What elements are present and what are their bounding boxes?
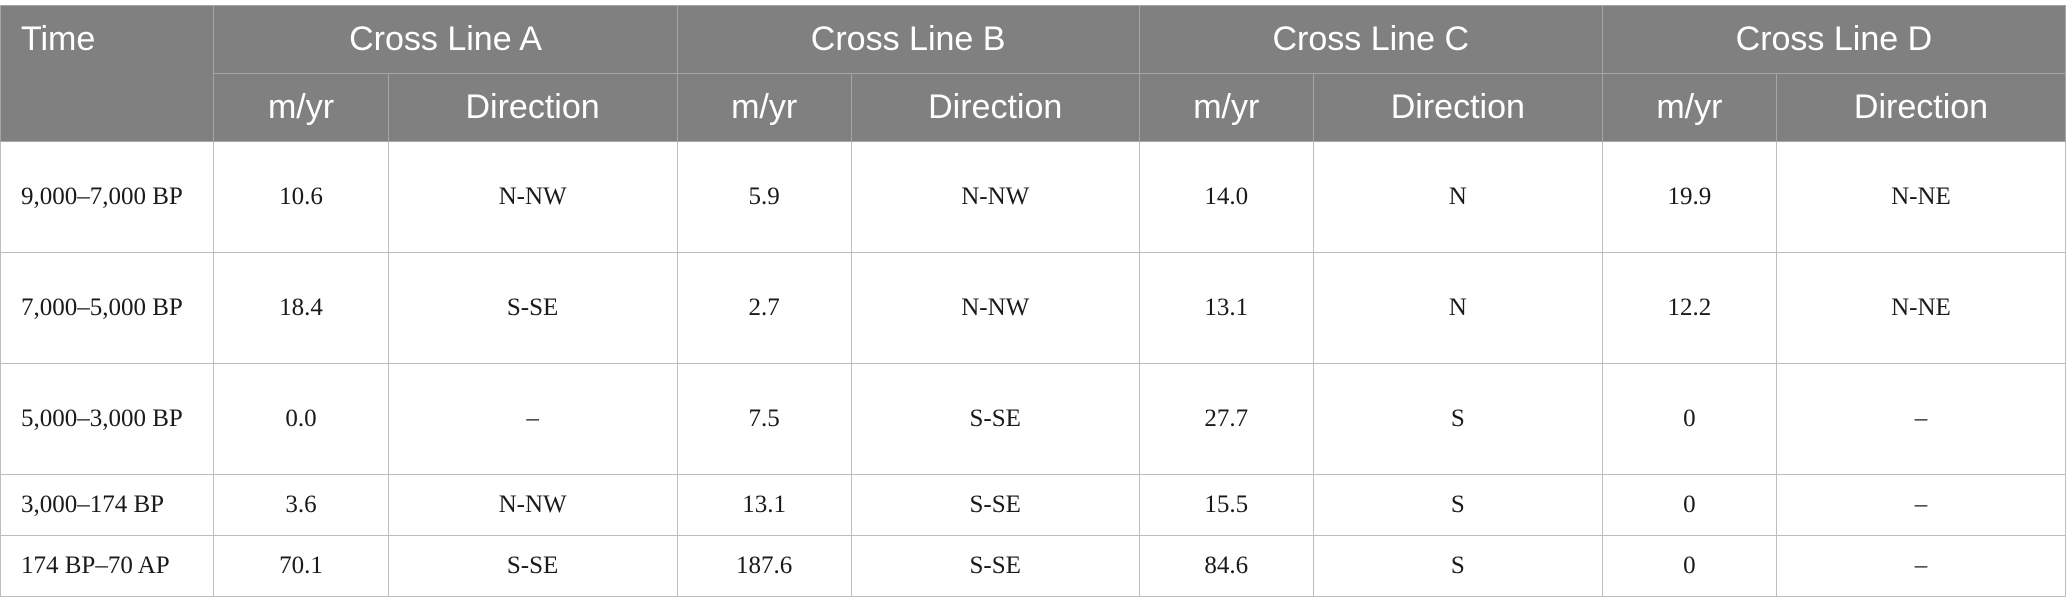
table-header: Time Cross Line A Cross Line B Cross Lin…	[0, 5, 2067, 142]
rate-cell: 15.5	[1138, 474, 1314, 536]
table-row: 5,000–3,000 BP 0.0 – 7.5 S-SE 27.7 S 0 –	[0, 363, 2067, 475]
time-cell: 3,000–174 BP	[0, 474, 215, 536]
direction-cell: N-NW	[850, 141, 1140, 253]
group-header-cross-line-d: Cross Line D	[1601, 5, 2067, 74]
sub-header-rate: m/yr	[1138, 73, 1314, 142]
direction-cell: N	[1312, 141, 1603, 253]
rate-cell: 12.2	[1601, 252, 1777, 364]
rate-cell: 0	[1601, 474, 1777, 536]
sub-header-rate: m/yr	[676, 73, 852, 142]
direction-cell: –	[387, 363, 678, 475]
direction-cell: S-SE	[387, 252, 678, 364]
table-body: 9,000–7,000 BP 10.6 N-NW 5.9 N-NW 14.0 N…	[0, 141, 2067, 597]
direction-cell: S-SE	[850, 535, 1140, 597]
rate-cell: 10.6	[213, 141, 389, 253]
direction-cell: N-NW	[387, 474, 678, 536]
rate-cell: 187.6	[676, 535, 852, 597]
rate-cell: 0	[1601, 535, 1777, 597]
direction-cell: N-NE	[1775, 141, 2067, 253]
table-row: 9,000–7,000 BP 10.6 N-NW 5.9 N-NW 14.0 N…	[0, 141, 2067, 253]
direction-cell: N-NW	[850, 252, 1140, 364]
rate-cell: 13.1	[676, 474, 852, 536]
rate-cell: 19.9	[1601, 141, 1777, 253]
direction-cell: –	[1775, 363, 2067, 475]
rate-cell: 13.1	[1138, 252, 1314, 364]
rate-cell: 0	[1601, 363, 1777, 475]
data-table-container: Time Cross Line A Cross Line B Cross Lin…	[0, 5, 2067, 597]
time-cell: 7,000–5,000 BP	[0, 252, 215, 364]
direction-cell: S	[1312, 535, 1603, 597]
table-row: 174 BP–70 AP 70.1 S-SE 187.6 S-SE 84.6 S…	[0, 535, 2067, 597]
sub-header-direction: Direction	[387, 73, 678, 142]
time-cell: 174 BP–70 AP	[0, 535, 215, 597]
table-row: 7,000–5,000 BP 18.4 S-SE 2.7 N-NW 13.1 N…	[0, 252, 2067, 364]
rate-cell: 70.1	[213, 535, 389, 597]
sub-header-direction: Direction	[1312, 73, 1603, 142]
direction-cell: –	[1775, 474, 2067, 536]
direction-cell: S-SE	[850, 474, 1140, 536]
sub-header-direction: Direction	[850, 73, 1140, 142]
direction-cell: –	[1775, 535, 2067, 597]
direction-cell: S	[1312, 474, 1603, 536]
group-header-cross-line-a: Cross Line A	[213, 5, 678, 74]
group-header-cross-line-c: Cross Line C	[1138, 5, 1603, 74]
time-cell: 9,000–7,000 BP	[0, 141, 215, 253]
sub-header-direction: Direction	[1775, 73, 2067, 142]
rate-cell: 84.6	[1138, 535, 1314, 597]
group-header-cross-line-b: Cross Line B	[676, 5, 1140, 74]
table-row: 3,000–174 BP 3.6 N-NW 13.1 S-SE 15.5 S 0…	[0, 474, 2067, 536]
direction-cell: N-NW	[387, 141, 678, 253]
direction-cell: S-SE	[850, 363, 1140, 475]
rate-cell: 14.0	[1138, 141, 1314, 253]
time-cell: 5,000–3,000 BP	[0, 363, 215, 475]
direction-cell: S-SE	[387, 535, 678, 597]
direction-cell: N-NE	[1775, 252, 2067, 364]
sub-header-rate: m/yr	[1601, 73, 1777, 142]
rate-cell: 27.7	[1138, 363, 1314, 475]
direction-cell: S	[1312, 363, 1603, 475]
time-column-header: Time	[0, 5, 215, 142]
rate-cell: 5.9	[676, 141, 852, 253]
rate-cell: 18.4	[213, 252, 389, 364]
rate-cell: 7.5	[676, 363, 852, 475]
rate-cell: 3.6	[213, 474, 389, 536]
sub-header-rate: m/yr	[213, 73, 389, 142]
migration-rate-table: Time Cross Line A Cross Line B Cross Lin…	[0, 5, 2067, 597]
direction-cell: N	[1312, 252, 1603, 364]
rate-cell: 2.7	[676, 252, 852, 364]
rate-cell: 0.0	[213, 363, 389, 475]
